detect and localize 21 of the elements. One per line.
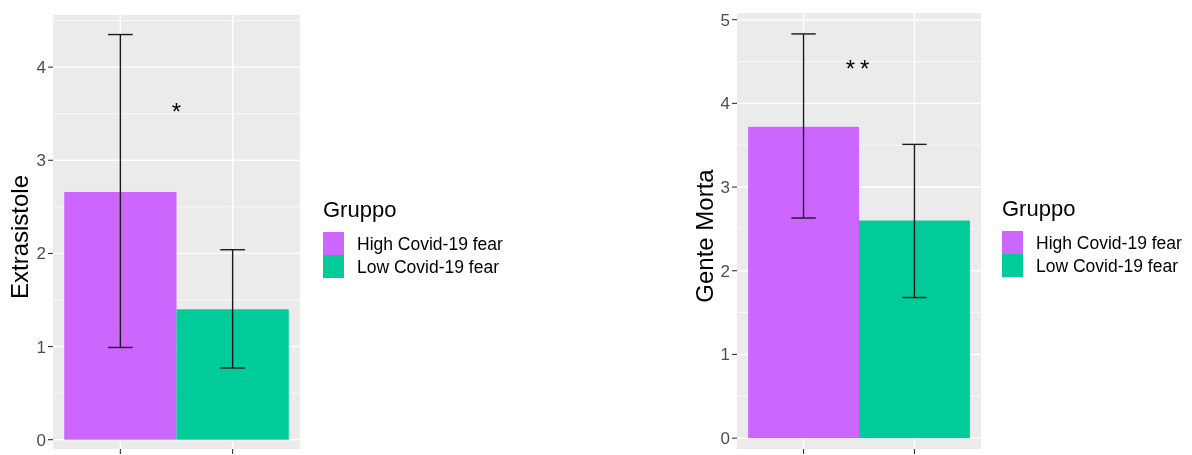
y-tick-label: 3	[36, 151, 46, 171]
y-tick-label: 0	[36, 430, 46, 450]
y-tick-label: 4	[36, 58, 46, 78]
annotation: *	[171, 98, 187, 125]
legend-label: Low Covid-19 fear	[1036, 255, 1179, 276]
y-tick-label: 1	[36, 337, 46, 357]
y-tick-label: 1	[720, 345, 730, 365]
y-tick-label: 3	[720, 178, 730, 198]
legend-title: Gruppo	[323, 197, 397, 222]
y-tick-label: 2	[720, 261, 730, 281]
y-tick-label: 0	[720, 429, 730, 449]
legend-title: Gruppo	[1002, 196, 1076, 221]
y-tick-label: 5	[720, 10, 730, 30]
y-tick-label: 2	[36, 244, 46, 264]
legend-label: Low Covid-19 fear	[357, 256, 500, 277]
y-tick-label: 4	[720, 94, 730, 114]
legend-label: High Covid-19 fear	[357, 233, 504, 254]
legend-label: High Covid-19 fear	[1036, 232, 1183, 253]
y-axis-title: Extrasistole	[6, 174, 33, 300]
y-axis-title: Gente Morta	[691, 168, 718, 303]
annotation: **	[845, 55, 875, 82]
